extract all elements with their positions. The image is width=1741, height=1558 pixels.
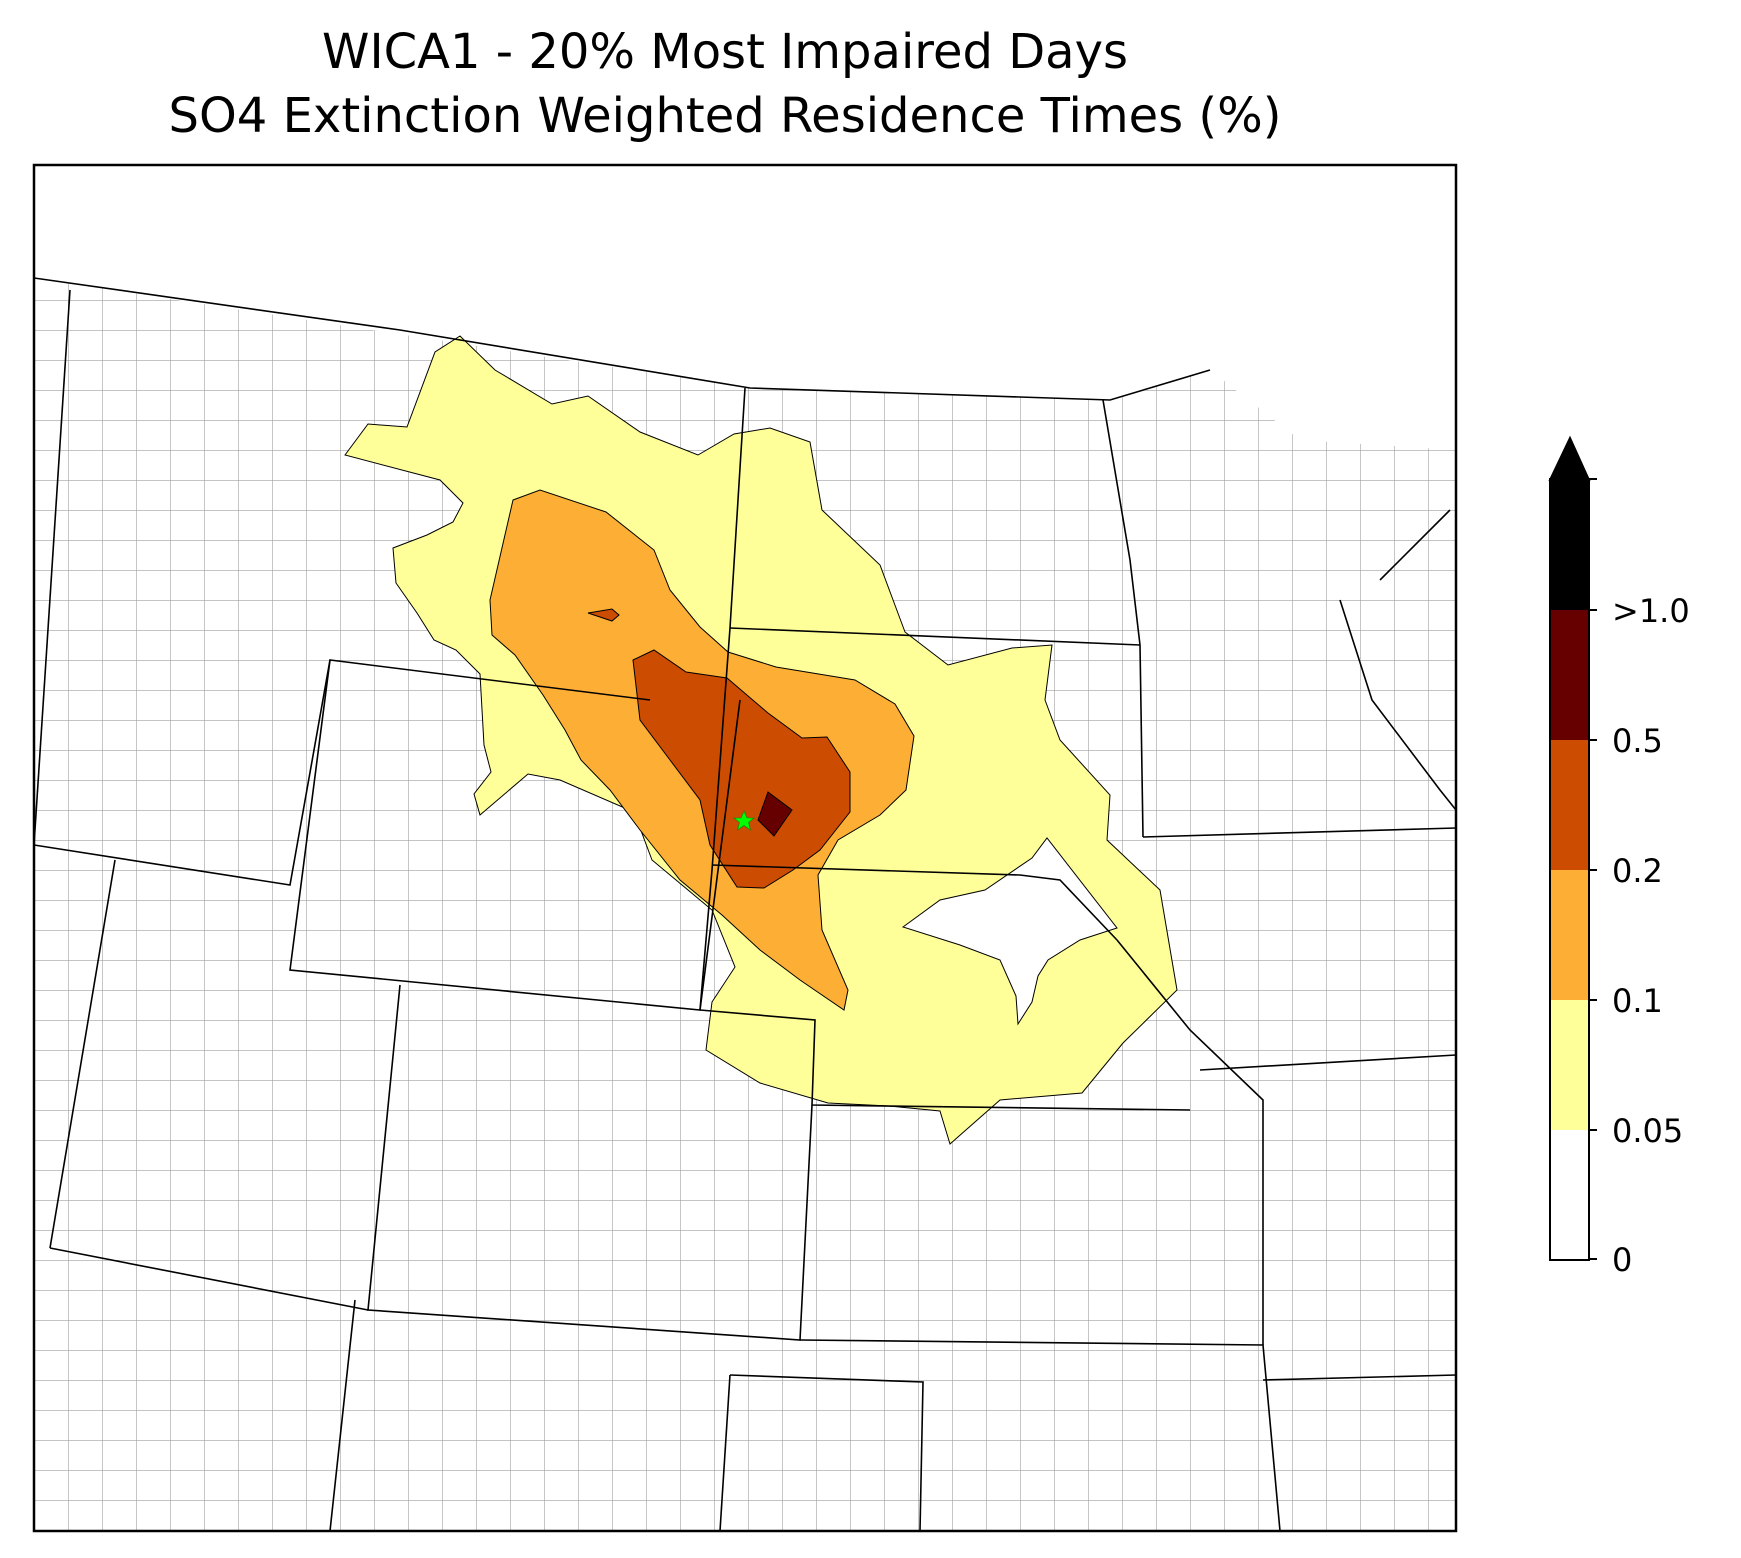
lake-superior bbox=[1379, 509, 1451, 581]
utah-colorado-border bbox=[49, 859, 116, 1249]
state-borders bbox=[34, 277, 1456, 1531]
canada-border bbox=[34, 277, 1211, 401]
colorbar-tick-label-0-05: 0.05 bbox=[1612, 1112, 1683, 1150]
colorbar-band-above-1 bbox=[1550, 479, 1589, 610]
map-title-line-1: WICA1 - 20% Most Impaired Days bbox=[321, 24, 1128, 80]
colorbar-band-0-1-0-2 bbox=[1550, 870, 1589, 1000]
colorbar-tick-label-gt1: >1.0 bbox=[1612, 592, 1690, 630]
nebraska-south-border bbox=[699, 1009, 1191, 1111]
kansas-box bbox=[799, 1339, 1281, 1531]
wyoming-box bbox=[289, 659, 741, 1011]
map-title-line-2: SO4 Extinction Weighted Residence Times … bbox=[168, 88, 1282, 144]
map-frame bbox=[32, 163, 1458, 1533]
dakotas-west-border bbox=[699, 387, 746, 1011]
missouri-north bbox=[1262, 1374, 1456, 1381]
colorbar-tick-label-0: 0 bbox=[1612, 1241, 1632, 1279]
north-south-dakota-border bbox=[729, 627, 1141, 646]
minnesota-west-border bbox=[1102, 399, 1144, 838]
contour-0-2 bbox=[632, 649, 851, 889]
oklahoma-panhandle bbox=[729, 1374, 924, 1531]
montana-wyoming-border bbox=[34, 659, 651, 886]
contour-0-5 bbox=[757, 791, 793, 837]
nm-east-border bbox=[719, 1374, 731, 1531]
colorbar-band-0-2-0-5 bbox=[1550, 740, 1589, 870]
contour-0-2-small bbox=[587, 608, 620, 622]
site-star-icon bbox=[733, 810, 755, 831]
colorado-box bbox=[367, 984, 813, 1341]
colorbar-tick-label-0-2: 0.2 bbox=[1612, 852, 1663, 890]
colorbar-tick-label-0-1: 0.1 bbox=[1612, 982, 1663, 1020]
iowa-south-border bbox=[1199, 1054, 1456, 1071]
ut-az-border bbox=[49, 1247, 369, 1311]
idaho-border bbox=[34, 289, 71, 846]
colorbar-band-0-0-05 bbox=[1550, 1130, 1589, 1260]
colorbar: >1.0 0.5 0.2 0.1 0.05 0 bbox=[1548, 435, 1690, 1279]
arizona-nm-border bbox=[329, 1299, 356, 1531]
south-dakota-nebraska-border bbox=[711, 864, 1118, 941]
map-area bbox=[34, 277, 1456, 1531]
colorbar-extend-arrow bbox=[1548, 435, 1591, 481]
wisconsin-border bbox=[1339, 599, 1456, 811]
nebraska-east-border bbox=[1116, 939, 1264, 1345]
colorbar-tick-label-0-5: 0.5 bbox=[1612, 722, 1663, 760]
colorbar-band-0-5-1 bbox=[1550, 610, 1589, 740]
iowa-north-border bbox=[1142, 827, 1456, 838]
colorbar-band-0-05-0-1 bbox=[1550, 1000, 1589, 1130]
colorbar-ticks bbox=[1589, 478, 1597, 1260]
